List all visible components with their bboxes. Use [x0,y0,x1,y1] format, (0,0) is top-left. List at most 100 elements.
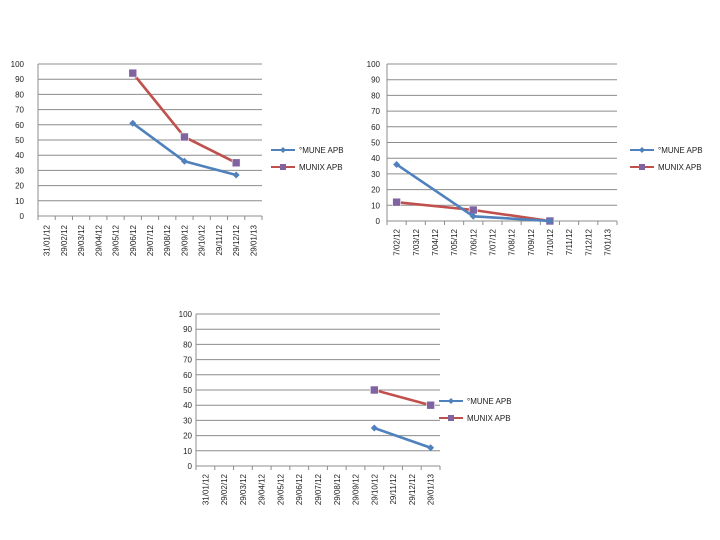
x-tick-label: 29/05/12 [112,224,121,256]
x-tick-label: 7/05/12 [450,228,459,255]
x-tick-label: 29/10/12 [370,473,379,505]
x-tick-label: 29/08/12 [333,473,342,505]
y-tick-label: 30 [371,170,380,179]
x-tick-label: 31/01/12 [201,473,210,505]
y-tick-label: 70 [371,107,380,116]
data-point-mune-apb [546,217,554,225]
data-point-munix-apb [426,400,435,410]
x-tick-label: 29/10/12 [198,224,207,256]
y-tick-label: 70 [15,106,24,115]
x-tick-label: 7/04/12 [431,228,440,255]
y-tick-label: 60 [183,371,192,380]
x-tick-label: 31/01/12 [43,224,52,256]
y-tick-label: 0 [20,212,25,221]
x-tick-label: 7/10/12 [546,228,555,255]
legend: °MUNE APB MUNIX APB [630,146,703,172]
x-tick-label: 29/02/12 [60,224,69,256]
y-tick-label: 10 [371,201,380,210]
series-line-mune-apb [373,426,432,449]
data-point-munix-apb [370,385,379,395]
x-tick-label: 7/12/12 [584,228,593,255]
data-point-munix-apb [231,158,241,168]
x-tick-label: 29/03/12 [239,473,248,505]
data-point-mune-apb [370,424,378,432]
legend: °MUNE APB MUNIX APB [439,397,512,423]
y-tick-label: 80 [371,91,380,100]
y-tick-label: 10 [15,197,24,206]
x-tick-label: 29/04/12 [258,473,267,505]
x-tick-label: 29/01/13 [427,473,436,505]
y-tick-label: 100 [179,310,193,319]
data-point-munix-apb [392,197,401,207]
x-tick-label: 29/08/12 [163,224,172,256]
x-tick-label: 7/11/12 [565,228,574,255]
x-tick-label: 29/07/12 [146,224,155,256]
legend-label: MUNIX APB [658,163,702,172]
x-tick-label: 29/11/12 [389,473,398,504]
x-tick-label: 7/06/12 [469,228,478,255]
y-tick-label: 20 [15,182,24,191]
x-tick-label: 29/01/13 [249,224,258,256]
x-tick-label: 29/12/12 [408,473,417,505]
data-point-mune-apb [180,157,188,165]
data-point-mune-apb [469,212,477,220]
y-tick-label: 60 [15,121,24,130]
x-tick-label: 29/12/12 [232,224,241,256]
y-tick-label: 90 [371,76,380,85]
legend-marker-square [639,164,645,170]
data-point-mune-apb [129,119,137,127]
y-tick-label: 40 [371,154,380,163]
x-tick-label: 7/08/12 [508,228,517,255]
x-tick-label: 29/07/12 [314,473,323,505]
data-point-mune-apb [427,444,435,452]
legend: °MUNE APB MUNIX APB [271,146,344,172]
x-tick-label: 29/11/12 [215,224,224,255]
legend-marker-diamond [639,147,645,153]
x-tick-label: 29/09/12 [352,473,361,505]
x-tick-label: 7/03/12 [412,228,421,255]
x-tick-label: 7/09/12 [527,228,536,255]
y-tick-label: 40 [15,151,24,160]
legend-marker-square [448,415,454,421]
series-line-munix-apb [373,388,431,407]
x-tick-label: 7/01/13 [603,228,612,255]
x-tick-label: 29/06/12 [295,473,304,505]
legend-marker-square [280,164,286,170]
y-tick-label: 20 [371,186,380,195]
legend-marker-diamond [280,147,286,153]
x-tick-label: 29/05/12 [276,473,285,505]
x-tick-label: 29/04/12 [94,224,103,256]
y-tick-label: 70 [183,356,192,365]
legend-label: °MUNE APB [299,146,344,155]
legend-label: MUNIX APB [467,414,511,423]
data-point-munix-apb [180,132,189,142]
y-tick-label: 100 [367,60,381,69]
y-tick-label: 20 [183,432,192,441]
legend-label: °MUNE APB [658,146,703,155]
legend-label: MUNIX APB [299,163,343,172]
y-tick-label: 30 [183,416,192,425]
x-tick-label: 7/07/12 [488,228,497,255]
y-tick-label: 10 [183,447,192,456]
legend-label: °MUNE APB [467,397,512,406]
y-tick-label: 100 [11,60,25,69]
x-tick-label: 7/02/12 [393,228,402,255]
data-point-mune-apb [393,160,401,168]
legend-marker-diamond [448,398,454,404]
data-point-mune-apb [232,171,240,179]
y-tick-label: 60 [371,123,380,132]
y-tick-label: 80 [15,90,24,99]
line-chart-3: 0 10 20 30 40 50 60 70 80 90 100 31/01/12 29/02/12 29… [179,310,512,505]
y-tick-label: 50 [371,139,380,148]
y-tick-label: 0 [188,462,193,471]
y-tick-label: 30 [15,166,24,175]
series-line-munix-apb [131,72,237,164]
x-tick-label: 29/03/12 [77,224,86,256]
series-line-mune-apb [131,122,237,177]
y-tick-label: 90 [15,75,24,84]
data-point-munix-apb [128,68,138,78]
x-tick-label: 29/02/12 [220,473,229,505]
y-tick-label: 80 [183,340,192,349]
x-tick-label: 29/06/12 [129,224,138,256]
